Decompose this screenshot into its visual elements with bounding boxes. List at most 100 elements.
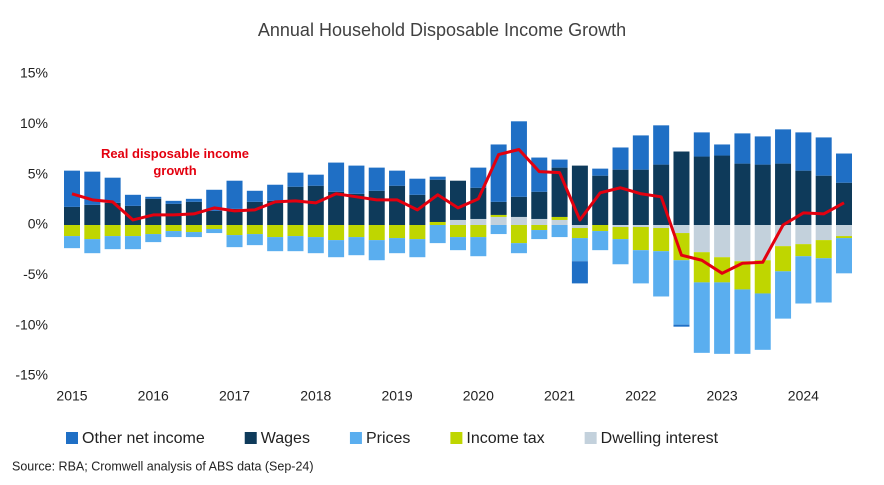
- bar-segment: [226, 180, 243, 209]
- bar-segment: [795, 256, 812, 304]
- bar-segment: [653, 225, 670, 229]
- bar-segment: [754, 136, 771, 165]
- bar-segment: [571, 261, 588, 284]
- bar-segment: [531, 230, 548, 240]
- bar-segment: [470, 167, 487, 188]
- bar-segment: [612, 227, 629, 240]
- bar-segment: [246, 190, 263, 202]
- legend-label: Wages: [261, 430, 310, 447]
- legend-swatch: [349, 432, 362, 444]
- legend-label: Dwelling interest: [601, 430, 719, 447]
- bar-segment: [673, 260, 690, 325]
- bar-segment: [551, 216, 568, 220]
- bar-segment: [409, 239, 426, 258]
- bar-segment: [328, 162, 345, 192]
- y-tick-label: -5%: [23, 266, 48, 282]
- bar-segment: [124, 194, 141, 206]
- source-note: Source: RBA; Cromwell analysis of ABS da…: [12, 459, 314, 473]
- bar-segment: [267, 225, 284, 238]
- bar-segment: [267, 184, 284, 201]
- bar-segment: [571, 225, 588, 229]
- bar-segment: [815, 240, 832, 259]
- x-tick-label: 2022: [625, 388, 656, 404]
- bar-segment: [551, 159, 568, 168]
- bar-segment: [267, 200, 284, 225]
- bar-segment: [795, 225, 812, 245]
- bar-segment: [348, 225, 365, 238]
- bar-segment: [775, 246, 792, 272]
- bar-segment: [307, 185, 324, 225]
- x-tick-label: 2015: [56, 388, 87, 404]
- bar-segment: [450, 219, 466, 225]
- bar-segment: [84, 239, 101, 254]
- bar-segment: [490, 144, 507, 202]
- bar-segment: [673, 324, 690, 327]
- bar-segment: [693, 156, 710, 225]
- bar-segment: [734, 289, 751, 354]
- bar-segment: [653, 125, 670, 165]
- legend-label: Prices: [366, 430, 410, 447]
- bar-segment: [145, 234, 162, 243]
- bar-segment: [612, 239, 629, 265]
- bar-segment: [145, 198, 162, 225]
- bar-segment: [287, 236, 304, 252]
- bar-segment: [490, 201, 507, 215]
- bar-segment: [510, 216, 527, 225]
- bar-segment: [185, 225, 202, 233]
- y-tick-label: 5%: [28, 165, 48, 181]
- bar-segment: [836, 236, 852, 239]
- bar-segment: [450, 180, 466, 220]
- y-tick-label: 10%: [20, 115, 48, 131]
- bar-segment: [145, 225, 162, 235]
- legend-swatch: [66, 432, 78, 444]
- bar-segment: [612, 225, 629, 228]
- bar-segment: [693, 282, 710, 353]
- bar-segment: [490, 216, 507, 225]
- bar-segment: [124, 225, 141, 237]
- legend-label: Other net income: [82, 430, 205, 447]
- bar-segment: [450, 237, 466, 251]
- bar-segment: [632, 225, 649, 228]
- bar-segment: [124, 236, 141, 250]
- bar-segment: [226, 235, 243, 248]
- bar-segment: [734, 133, 751, 164]
- bar-segment: [104, 202, 121, 225]
- bar-segment: [328, 225, 345, 241]
- bar-segment: [836, 153, 852, 183]
- bar-segment: [612, 147, 629, 170]
- bar-segment: [84, 171, 101, 205]
- bar-segment: [206, 229, 223, 234]
- bar-segment: [64, 236, 80, 249]
- bar-segment: [348, 193, 365, 225]
- x-tick-label: 2019: [381, 388, 412, 404]
- y-tick-label: 0%: [28, 216, 48, 232]
- bar-segment: [632, 135, 649, 170]
- bar-segment: [510, 121, 527, 197]
- bar-segment: [368, 240, 385, 261]
- y-tick-label: 15%: [20, 65, 48, 81]
- bar-segment: [429, 225, 446, 244]
- bar-segment: [653, 228, 670, 252]
- legend-swatch: [450, 432, 463, 444]
- bar-segment: [267, 237, 284, 252]
- bar-segment: [836, 225, 852, 237]
- bar-segment: [795, 132, 812, 171]
- bar-segment: [571, 165, 588, 225]
- bar-segment: [754, 225, 771, 261]
- bar-segment: [206, 225, 223, 230]
- bar-segment: [389, 225, 406, 239]
- bar-segment: [592, 168, 609, 176]
- bar-segment: [693, 252, 710, 283]
- legend-swatch: [244, 432, 257, 444]
- bar-segment: [165, 225, 182, 232]
- y-tick-label: -10%: [15, 316, 48, 332]
- bar-segment: [226, 225, 243, 236]
- bar-segment: [246, 201, 263, 225]
- x-tick-label: 2020: [463, 388, 494, 404]
- bar-segment: [389, 238, 406, 254]
- bar-segment: [307, 174, 324, 186]
- bar-segment: [470, 187, 487, 219]
- bar-segment: [592, 225, 609, 232]
- bar-segment: [571, 228, 588, 239]
